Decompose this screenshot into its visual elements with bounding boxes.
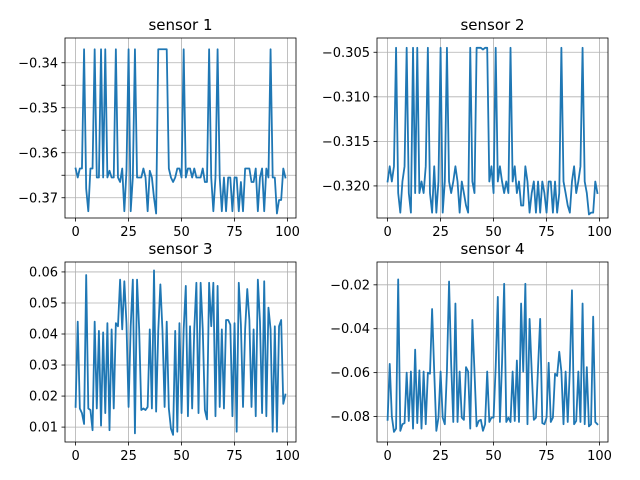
subplot-sensor-2: 0 25 50 75 100 −0.320 −0.315 −0.310 −0.305 sensor… — [322, 16, 612, 240]
y-tick-label: −0.310 — [322, 90, 370, 105]
y-tick-label: 0.05 — [29, 296, 58, 311]
x-tick-label: 0 — [383, 449, 391, 464]
axes-frame — [376, 261, 609, 443]
y-tick-label: −0.320 — [322, 179, 370, 194]
subplot-sensor-4: 0 25 50 75 100 −0.08 −0.06 −0.04 −0.02 sensor 4 — [330, 240, 612, 464]
chart-title: sensor 1 — [148, 16, 212, 34]
x-tick-label: 25 — [432, 225, 449, 240]
x-tick-label: 25 — [432, 449, 449, 464]
x-tick-label: 50 — [173, 225, 190, 240]
x-tick-label: 75 — [226, 449, 243, 464]
y-tick-label: −0.35 — [18, 101, 58, 116]
x-tick-label: 100 — [587, 225, 612, 240]
x-tick-label: 75 — [538, 449, 555, 464]
x-tick-label: 25 — [120, 449, 137, 464]
series-line — [74, 48, 287, 215]
x-tick-label: 0 — [71, 449, 79, 464]
y-tick-label: −0.08 — [330, 410, 370, 425]
axes-frame — [376, 37, 609, 219]
y-tick-label: −0.34 — [18, 56, 58, 71]
y-tick-label: −0.37 — [18, 191, 58, 206]
y-tick-label: 0.02 — [29, 390, 58, 405]
y-tick-label: −0.02 — [330, 278, 370, 293]
y-tick-label: −0.36 — [18, 146, 58, 161]
y-tick-label: −0.315 — [322, 135, 370, 150]
x-tick-label: 75 — [538, 225, 555, 240]
series-line — [74, 269, 287, 436]
series-line — [386, 278, 599, 433]
y-tick-label: −0.06 — [330, 366, 370, 381]
x-tick-label: 75 — [226, 225, 243, 240]
subplot-sensor-3: 0 25 50 75 100 0.01 0.02 0.03 0.04 0.05 0.06 sensor… — [29, 240, 300, 464]
chart-title: sensor 4 — [460, 240, 524, 258]
y-tick-label: −0.305 — [322, 46, 370, 61]
x-tick-label: 100 — [275, 449, 300, 464]
y-tick-label: 0.06 — [29, 265, 58, 280]
x-tick-label: 25 — [120, 225, 137, 240]
subplot-sensor-1: 0 25 50 75 100 −0.37 −0.36 −0.35 −0.34 sensor 1 — [18, 16, 300, 240]
y-tick-label: 0.01 — [29, 421, 58, 436]
y-tick-label: 0.03 — [29, 359, 58, 374]
chart-title: sensor 2 — [460, 16, 524, 34]
axes-frame — [64, 261, 297, 443]
series-line — [386, 46, 599, 216]
x-tick-label: 0 — [71, 225, 79, 240]
x-tick-label: 50 — [173, 449, 190, 464]
x-tick-label: 100 — [275, 225, 300, 240]
x-tick-label: 50 — [485, 225, 502, 240]
y-tick-label: 0.04 — [29, 328, 58, 343]
x-tick-label: 0 — [383, 225, 391, 240]
x-tick-label: 50 — [485, 449, 502, 464]
y-tick-label: −0.04 — [330, 322, 370, 337]
chart-title: sensor 3 — [148, 240, 212, 258]
axes-frame — [64, 37, 297, 219]
x-tick-label: 100 — [587, 449, 612, 464]
